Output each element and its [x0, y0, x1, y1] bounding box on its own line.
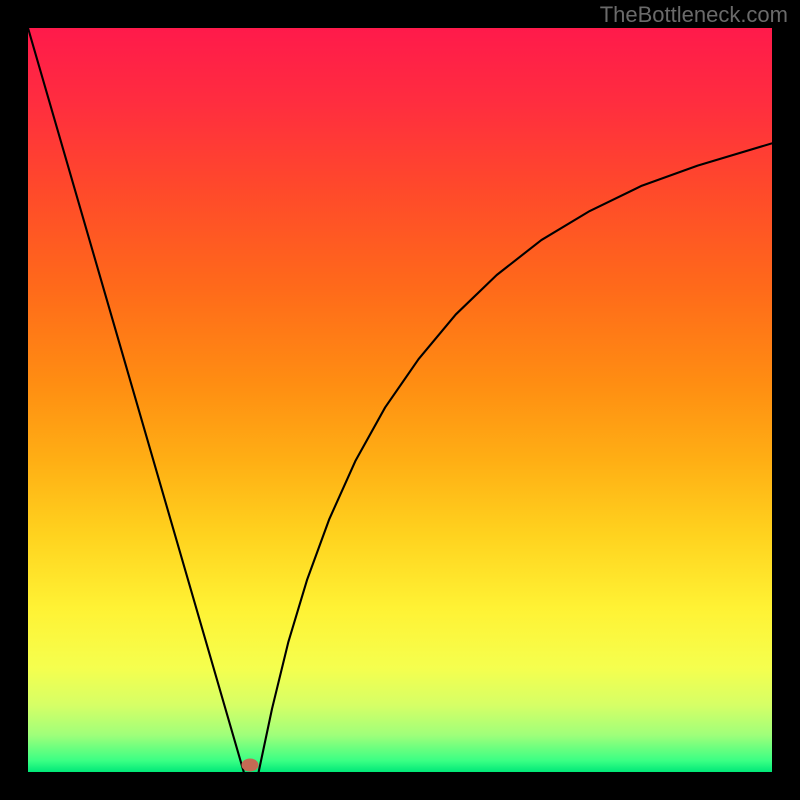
plot-area: [28, 28, 772, 772]
optimum-marker: [241, 758, 258, 771]
bottleneck-curve: [28, 28, 772, 772]
chart-frame: TheBottleneck.com: [0, 0, 800, 800]
watermark-text: TheBottleneck.com: [600, 2, 788, 28]
curve-path: [28, 28, 772, 772]
